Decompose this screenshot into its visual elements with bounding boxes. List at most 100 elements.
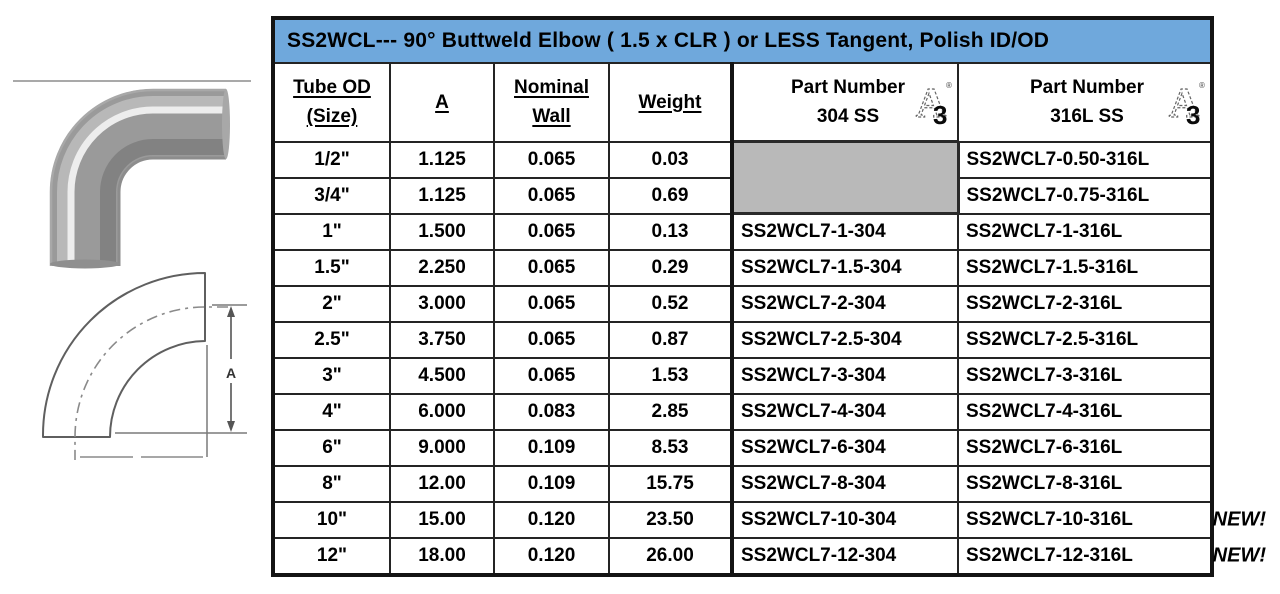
spec-table: SS2WCL--- 90° Buttweld Elbow ( 1.5 x CLR… [271, 16, 1266, 577]
cell-part-304: SS2WCL7-4-304 [730, 393, 959, 431]
cell-weight: 8.53 [608, 429, 733, 467]
cell-part-316: SS2WCL7-8-316L [957, 465, 1213, 503]
dimension-label: A [226, 365, 236, 381]
table-row: 1.5" 2.250 0.065 0.29 SS2WCL7-1.5-304 SS2WCL7… [272, 249, 1213, 287]
table-row: 6" 9.000 0.109 8.53 SS2WCL7-6-304 SS2WCL7-6-3… [272, 429, 1213, 467]
cell-part-304: SS2WCL7-1.5-304 [730, 249, 959, 287]
svg-text:A: A [1169, 81, 1200, 126]
col-header-part-316: Part Number 316L SS A ® 3 [957, 62, 1213, 143]
cell-weight: 0.29 [608, 249, 733, 287]
cell-part-316: SS2WCL7-4-316L [957, 393, 1213, 431]
cell-weight: 15.75 [608, 465, 733, 503]
cell-wall: 0.065 [493, 212, 610, 251]
cell-part-304: SS2WCL7-6-304 [730, 429, 959, 467]
table-row: 3/4" 1.125 0.065 0.69 SS2WCL7-0.75-316L [272, 176, 1213, 215]
table-row: 2" 3.000 0.065 0.52 SS2WCL7-2-304 SS2WCL7-2-3… [272, 285, 1213, 323]
svg-text:3: 3 [1186, 100, 1200, 126]
cell-size: 8" [272, 465, 391, 503]
tube-end-opening [50, 259, 120, 269]
cell-part-304: SS2WCL7-12-304 [730, 537, 959, 576]
cell-size: 10" [272, 501, 391, 539]
part-number-text: SS2WCL7-8-316L [966, 473, 1123, 494]
cell-size: 4" [272, 393, 391, 431]
cell-wall: 0.120 [493, 537, 610, 576]
cell-weight: 0.52 [608, 285, 733, 323]
cell-size: 1/2" [272, 140, 391, 179]
3a-certification-icon: A ® 3 [915, 80, 952, 126]
cell-a: 1.500 [389, 212, 495, 251]
table-row: 4" 6.000 0.083 2.85 SS2WCL7-4-304 SS2WCL7-4-3… [272, 393, 1213, 431]
table-row: 1" 1.500 0.065 0.13 SS2WCL7-1-304 SS2WCL7-1-3… [272, 212, 1213, 251]
col-header-part-304: Part Number 304 SS A ® 3 [730, 62, 959, 143]
svg-text:A: A [916, 81, 947, 126]
cell-weight: 0.87 [608, 321, 733, 359]
part-number-text: SS2WCL7-1.5-316L [966, 257, 1139, 278]
cell-a: 6.000 [389, 393, 495, 431]
product-illustration: A [13, 80, 251, 460]
cell-wall: 0.109 [493, 465, 610, 503]
part-number-text: SS2WCL7-2.5-316L [966, 329, 1139, 350]
cell-a: 18.00 [389, 537, 495, 576]
cell-wall: 0.109 [493, 429, 610, 467]
cell-part-304: SS2WCL7-2-304 [730, 285, 959, 323]
spec-table-body: 1/2" 1.125 0.065 0.03 SS2WCL7-0.50-316L 3/4" 1… [272, 140, 1266, 576]
new-badge: NEW! [1212, 508, 1266, 531]
part-number-text: SS2WCL7-0.50-316L [966, 148, 1150, 170]
part-number-text: SS2WCL7-12-316L [966, 545, 1133, 566]
cell-a: 15.00 [389, 501, 495, 539]
table-row: 2.5" 3.750 0.065 0.87 SS2WCL7-2.5-304 SS2WCL7… [272, 321, 1213, 359]
title-row: SS2WCL--- 90° Buttweld Elbow ( 1.5 x CLR… [272, 17, 1213, 64]
part-number-text: SS2WCL7-4-316L [966, 401, 1123, 422]
cell-size: 6" [272, 429, 391, 467]
dimension-a: A [226, 306, 236, 432]
cell-part-316: SS2WCL7-6-316L [957, 429, 1213, 467]
header-row: Tube OD (Size) A Nominal Wall Weight Par… [272, 62, 1213, 143]
cell-size: 2.5" [272, 321, 391, 359]
cell-part-304: SS2WCL7-8-304 [730, 465, 959, 503]
cell-part-304: SS2WCL7-1-304 [730, 212, 959, 251]
table-row: 3" 4.500 0.065 1.53 SS2WCL7-3-304 SS2WCL7-3-3… [272, 357, 1213, 395]
cell-wall: 0.120 [493, 501, 610, 539]
cell-wall: 0.065 [493, 140, 610, 179]
cell-size: 2" [272, 285, 391, 323]
elbow-technical-drawing: A [42, 272, 247, 460]
cell-part-316: SS2WCL7-1-316L [957, 212, 1213, 251]
cell-part-304: SS2WCL7-2.5-304 [730, 321, 959, 359]
table-row: 10" 15.00 0.120 23.50 SS2WCL7-10-304 SS2WCL7-… [272, 501, 1266, 539]
table-row: 8" 12.00 0.109 15.75 SS2WCL7-8-304 SS2WCL7-8-… [272, 465, 1213, 503]
centerline [74, 306, 228, 460]
new-badge: NEW! [1212, 544, 1266, 567]
col-header-tube-od: Tube OD (Size) [272, 62, 391, 143]
svg-text:®: ® [946, 81, 952, 90]
part-number-text: SS2WCL7-2-316L [966, 293, 1123, 314]
cell-a: 2.250 [389, 249, 495, 287]
cell-wall: 0.065 [493, 321, 610, 359]
cell-part-316: SS2WCL7-12-316L NEW! [957, 537, 1266, 576]
cell-a: 3.000 [389, 285, 495, 323]
part-number-text: SS2WCL7-0.75-316L [966, 184, 1150, 206]
cell-weight: 26.00 [608, 537, 733, 576]
cell-weight: 1.53 [608, 357, 733, 395]
cell-size: 12" [272, 537, 391, 576]
cell-part-316: SS2WCL7-10-316L NEW! [957, 501, 1266, 539]
cell-part-316: SS2WCL7-0.50-316L [957, 140, 1213, 179]
svg-text:®: ® [1199, 81, 1205, 90]
part-number-text: SS2WCL7-3-316L [966, 365, 1123, 386]
cell-part-304: SS2WCL7-3-304 [730, 357, 959, 395]
part-number-text: SS2WCL7-1-316L [966, 220, 1123, 242]
cell-size: 1" [272, 212, 391, 251]
cell-a: 3.750 [389, 321, 495, 359]
tube-end-opening [222, 89, 230, 159]
cell-wall: 0.065 [493, 249, 610, 287]
cell-size: 3" [272, 357, 391, 395]
table-row: 12" 18.00 0.120 26.00 SS2WCL7-12-304 SS2WCL7-… [272, 537, 1266, 576]
cell-a: 1.125 [389, 140, 495, 179]
cell-weight: 23.50 [608, 501, 733, 539]
cell-part-316: SS2WCL7-3-316L [957, 357, 1213, 395]
3a-certification-icon: A ® 3 [1168, 81, 1205, 127]
svg-text:3: 3 [933, 100, 947, 126]
table-row: 1/2" 1.125 0.065 0.03 SS2WCL7-0.50-316L [272, 140, 1213, 215]
blocked-cell-no-304-part [730, 140, 960, 215]
cell-a: 1.125 [389, 176, 495, 215]
col-header-nominal-wall: Nominal Wall [493, 62, 610, 143]
